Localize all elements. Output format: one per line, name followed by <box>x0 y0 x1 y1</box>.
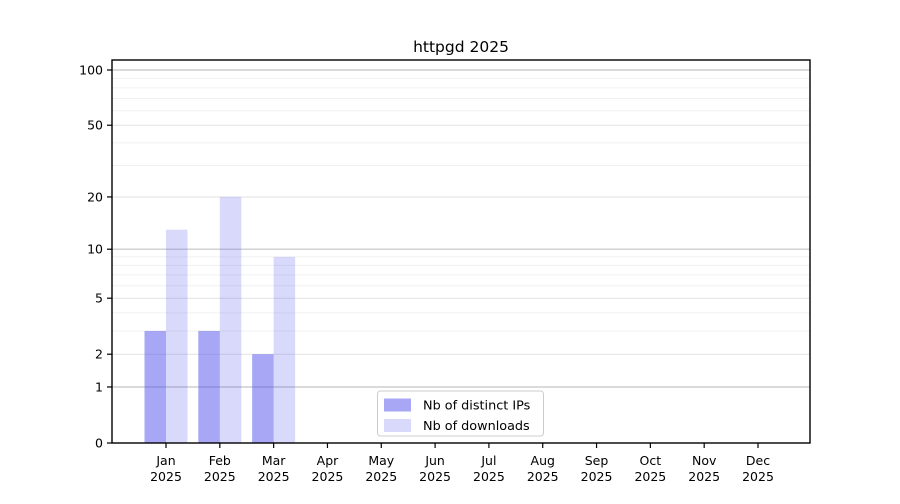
x-tick-label-year-aug: 2025 <box>527 469 559 484</box>
y-tick-label-5: 5 <box>95 291 103 306</box>
x-tick-label-year-dec: 2025 <box>742 469 774 484</box>
legend: Nb of distinct IPs Nb of downloads <box>377 390 544 437</box>
x-tick-label-month-apr: Apr <box>317 453 339 468</box>
x-tick-label-month-mar: Mar <box>262 453 286 468</box>
legend-box <box>377 390 544 437</box>
x-tick-label-year-apr: 2025 <box>312 469 344 484</box>
x-tick-label-month-dec: Dec <box>746 453 770 468</box>
x-tick-label-year-jan: 2025 <box>150 469 182 484</box>
x-tick-label-month-jun: Jun <box>424 453 445 468</box>
legend-label-distinct-ips: Nb of distinct IPs <box>423 399 531 414</box>
legend-swatch-distinct-ips <box>384 398 411 412</box>
y-axis-tick-labels: 0 1 2 5 10 20 50 100 <box>79 63 103 451</box>
x-tick-label-year-jul: 2025 <box>473 469 505 484</box>
plot-border <box>111 59 811 444</box>
x-tick-label-year-jun: 2025 <box>419 469 451 484</box>
x-tick-label-year-feb: 2025 <box>204 469 236 484</box>
x-tick-label-month-sep: Sep <box>585 453 609 468</box>
bar-downloads-mar <box>273 256 296 443</box>
x-tick-label-year-oct: 2025 <box>634 469 666 484</box>
bar-distinct-ips-mar <box>252 354 274 443</box>
bar-downloads-jan <box>166 229 188 443</box>
x-axis-tick-labels: Jan2025Feb2025Mar2025Apr2025May2025Jun20… <box>150 453 774 484</box>
chart-title: httpgd 2025 <box>413 38 509 56</box>
x-tick-label-year-may: 2025 <box>365 469 397 484</box>
bar-downloads-feb <box>219 196 242 443</box>
x-tick-label-month-aug: Aug <box>531 453 555 468</box>
x-tick-label-year-nov: 2025 <box>688 469 720 484</box>
y-tick-label-100: 100 <box>79 63 103 78</box>
y-tick-label-20: 20 <box>87 189 103 204</box>
x-tick-label-month-jul: Jul <box>480 453 496 468</box>
gridlines-group <box>112 69 810 388</box>
bar-distinct-ips-feb <box>198 330 220 443</box>
x-tick-label-month-jan: Jan <box>155 453 175 468</box>
x-tick-label-month-may: May <box>368 453 394 468</box>
legend-swatch-downloads <box>384 419 411 432</box>
y-tick-label-1: 1 <box>95 379 103 394</box>
bar-distinct-ips-jan <box>144 330 166 443</box>
axes-group <box>107 59 811 448</box>
x-tick-label-month-nov: Nov <box>692 453 717 468</box>
legend-label-downloads: Nb of downloads <box>423 419 530 434</box>
y-tick-label-50: 50 <box>87 118 103 133</box>
y-tick-label-10: 10 <box>87 242 103 257</box>
y-tick-label-2: 2 <box>95 347 103 362</box>
x-tick-label-month-oct: Oct <box>640 453 662 468</box>
x-tick-label-year-mar: 2025 <box>258 469 290 484</box>
bars-group <box>144 196 296 443</box>
x-tick-label-year-sep: 2025 <box>581 469 613 484</box>
x-tick-label-month-feb: Feb <box>209 453 231 468</box>
y-tick-label-0: 0 <box>95 436 103 451</box>
